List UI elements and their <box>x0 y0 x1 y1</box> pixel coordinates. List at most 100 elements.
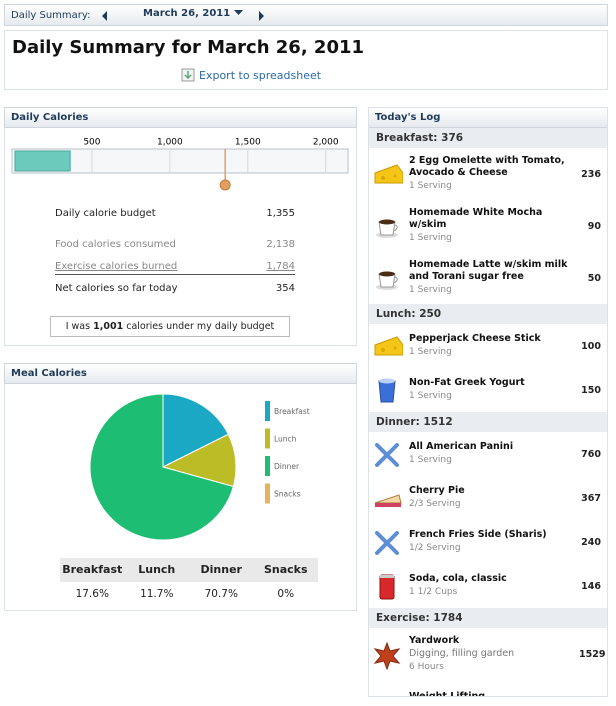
panel-header: Today's Log <box>369 108 607 128</box>
item-name: Cherry Pie <box>409 485 465 496</box>
food-icon <box>378 378 396 403</box>
log-item: All American Panini 1 Serving 760 <box>369 432 607 476</box>
gauge-bar <box>14 150 71 172</box>
table-header: Breakfast Lunch Dinner Snacks <box>60 558 318 582</box>
food-icon <box>374 494 402 507</box>
item-name: Soda, cola, classic <box>409 573 507 584</box>
icon-cell <box>371 439 409 469</box>
item-calories: 1529 <box>579 649 606 660</box>
pie-slice <box>89 393 234 541</box>
section-header: Lunch: 250 <box>369 304 607 324</box>
calorie-row: Daily calorie budget 1,355 <box>55 208 295 219</box>
prev-day[interactable] <box>101 10 109 22</box>
food-icon <box>375 443 399 467</box>
nav-label: Daily Summary: <box>11 10 91 21</box>
item-serving: 1 Serving <box>409 233 452 243</box>
item-calories: 240 <box>581 536 601 548</box>
item-name: Homemade White Mocha w/skim <box>409 207 543 230</box>
x-tick-label: 500 <box>83 138 100 148</box>
food-icon <box>376 219 398 238</box>
log-item: 2 Egg Omelette with Tomato, Avocado & Ch… <box>369 148 607 200</box>
pie-slice <box>162 393 229 468</box>
legend-swatch <box>265 401 270 421</box>
table-heading: Snacks <box>263 563 308 576</box>
item-serving: 1/2 Serving <box>409 543 461 553</box>
date: March 26, 2011 <box>143 8 231 19</box>
export-link[interactable]: Export to spreadsheet <box>181 68 321 82</box>
date-picker[interactable]: March 26, 2011 <box>143 8 243 19</box>
item-calories: 100 <box>581 340 601 352</box>
item-text: Homemade Latte w/skim milk and Torani su… <box>409 259 579 297</box>
icon-cell <box>371 688 409 696</box>
item-serving: 1 Serving <box>409 285 452 295</box>
row-value: 1,355 <box>266 208 295 219</box>
table-cell: 17.6% <box>75 588 109 600</box>
item-detail: Digging, filling garden <box>409 648 515 659</box>
log-item: Homemade White Mocha w/skim 1 Serving 90 <box>369 200 607 252</box>
todays-log-panel: Today's Log Breakfast: 376 2 Egg Omelette… <box>368 107 608 697</box>
item-text: Weight LiftingLight/moderate <box>409 690 579 697</box>
log-item: Homemade Latte w/skim milk and Torani su… <box>369 252 607 304</box>
item-text: French Fries Side (Sharis) 1/2 Serving <box>409 529 579 555</box>
item-serving: 1 Serving <box>409 181 452 191</box>
panel-title: Daily Calories <box>11 112 89 123</box>
log-list: Breakfast: 376 2 Egg Omelette with Tomato… <box>369 128 607 697</box>
item-text: Soda, cola, classic 1 1/2 Cups <box>409 573 579 599</box>
log-item: French Fries Side (Sharis) 1/2 Serving 240 <box>369 520 607 564</box>
message-before: I was <box>65 321 91 332</box>
table-cell: 70.7% <box>204 588 238 600</box>
row-value: 354 <box>275 283 295 294</box>
calorie-row: Net calories so far today 354 <box>55 283 295 294</box>
nav-bar: Daily Summary: March 26, 2011 <box>4 4 608 26</box>
log-item: Non-Fat Greek Yogurt 1 Serving 150 <box>369 368 607 412</box>
item-text: 2 Egg Omelette with Tomato, Avocado & Ch… <box>409 155 579 193</box>
food-icon <box>373 641 401 670</box>
message-after: calories under my daily budget <box>126 321 275 332</box>
item-calories: 50 <box>587 272 601 284</box>
row-label: Exercise calories burned <box>55 261 178 272</box>
item-text: Non-Fat Greek Yogurt 1 Serving <box>409 377 579 403</box>
panel-title: Today's Log <box>375 112 441 123</box>
row-value: 2,138 <box>266 239 295 250</box>
section-header: Exercise: 1784 <box>369 608 607 628</box>
legend-label: Lunch <box>274 435 297 444</box>
item-calories: 760 <box>581 448 601 460</box>
item-name: Non-Fat Greek Yogurt <box>409 377 525 388</box>
item-calories: 146 <box>581 580 601 592</box>
table-heading: Dinner <box>200 563 242 576</box>
table-heading: Lunch <box>138 563 176 576</box>
row-label: Food calories consumed <box>55 239 176 250</box>
log-item: Weight LiftingLight/moderate255 <box>369 681 607 697</box>
item-serving: 1 Serving <box>409 347 452 357</box>
item-name: Weight Lifting <box>409 690 486 697</box>
export-text: Export to spreadsheet <box>199 68 322 82</box>
item-name: Pepperjack Cheese Stick <box>409 333 541 344</box>
icon-cell <box>371 527 409 557</box>
food-icon <box>375 531 399 555</box>
next-day[interactable] <box>257 10 265 22</box>
target-marker <box>219 179 231 191</box>
item-text: Yardwork Digging, filling garden 6 Hours <box>409 635 579 674</box>
legend-swatch <box>265 456 270 476</box>
log-item: Cherry Pie 2/3 Serving 367 <box>369 476 607 520</box>
row-value: 1,784 <box>266 261 295 272</box>
item-text: All American Panini 1 Serving <box>409 441 579 467</box>
meal-calories-panel: Meal Calories Breakfast Lunch Dinner Snacks… <box>4 363 357 611</box>
legend-label: Snacks <box>274 490 301 499</box>
item-serving: 1 Serving <box>409 455 452 465</box>
export-icon <box>181 68 195 82</box>
table-heading: Breakfast <box>62 563 123 576</box>
calorie-gauge: 500 1,000 1,500 2,000 <box>11 138 349 191</box>
item-serving: 1 Serving <box>409 391 452 401</box>
budget-message: I was 1,001 calories under my daily budg… <box>50 316 290 337</box>
page-title: Daily Summary for March 26, 2011 <box>12 37 365 58</box>
item-calories: 367 <box>581 492 601 504</box>
panel-header: Daily Calories <box>4 107 357 128</box>
meal-table: Breakfast Lunch Dinner Snacks 17.6% 11.7% 70.7… <box>60 558 318 606</box>
legend-swatch <box>265 483 270 504</box>
calorie-row: Food calories consumed 2,138 <box>55 239 295 250</box>
icon-cell <box>371 375 409 405</box>
header-box: Daily Summary for March 26, 2011 Export … <box>4 30 608 90</box>
item-text: Cherry Pie 2/3 Serving <box>409 485 579 511</box>
item-name: All American Panini <box>409 441 514 452</box>
